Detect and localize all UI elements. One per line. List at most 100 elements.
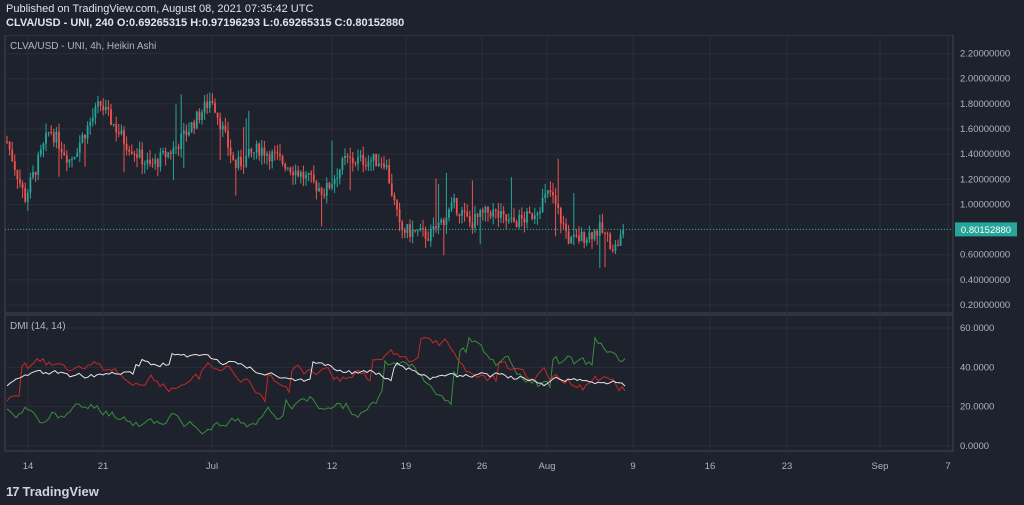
candle-body [146, 159, 149, 164]
candle-body [414, 230, 417, 232]
candle-body [617, 244, 619, 246]
candle-body [484, 206, 487, 213]
candle-body [89, 121, 92, 126]
candle-body [50, 132, 53, 134]
candle-body [154, 159, 157, 164]
candle-body [68, 159, 71, 163]
candle-body [572, 234, 575, 237]
x-tick-label: 21 [98, 461, 109, 472]
candle-body [323, 194, 326, 196]
candle-body [619, 234, 622, 246]
candle-body [333, 178, 336, 185]
tradingview-logo[interactable]: 17 TradingView [6, 484, 99, 499]
candle-body [294, 170, 297, 176]
candle-body [253, 152, 255, 154]
candle-body [45, 132, 47, 144]
candle-body [416, 230, 419, 232]
candle-body [458, 213, 461, 216]
candle-body [463, 210, 466, 212]
candle-body [133, 154, 136, 156]
candle-body [567, 231, 570, 244]
candle-body [479, 210, 482, 218]
candle-body [481, 210, 484, 213]
candle-body [354, 162, 357, 164]
dmi-y-tick-label: 0.0000 [960, 441, 989, 452]
candle-body [260, 147, 263, 156]
candle-body [411, 230, 414, 237]
candle-body [227, 130, 229, 148]
candle-body [583, 231, 586, 244]
candle-body [419, 228, 422, 231]
candle-body [195, 111, 198, 129]
candle-body [593, 230, 596, 240]
y-tick-label: 0.60000000 [960, 250, 1010, 261]
candle-body [224, 125, 227, 131]
y-tick-label: 1.00000000 [960, 199, 1010, 210]
candle-body [487, 206, 489, 213]
candle-body [437, 222, 440, 229]
candle-body [622, 230, 625, 235]
candle-body [601, 222, 604, 233]
candle-body [112, 124, 115, 126]
candle-body [435, 226, 437, 229]
candle-body [489, 212, 492, 217]
candle-body [559, 208, 562, 224]
candle-body [520, 215, 523, 219]
candle-body [588, 232, 591, 240]
candle-body [390, 183, 393, 196]
candle-body [531, 213, 534, 220]
candle-body [445, 217, 448, 225]
candle-body [6, 141, 8, 143]
candle-body [403, 229, 406, 233]
candle-body [185, 130, 188, 136]
candle-body [596, 230, 599, 236]
candle-body [370, 160, 372, 162]
candle-body [292, 172, 294, 176]
candle-body [34, 172, 37, 176]
candle-body [471, 222, 474, 229]
candle-body [518, 215, 521, 227]
candle-body [580, 231, 583, 242]
candle-body [310, 172, 313, 175]
candle-body [575, 234, 578, 236]
chart-header: Published on TradingView.com, August 08,… [6, 2, 404, 30]
candle-body [276, 152, 279, 154]
candle-body [76, 152, 79, 157]
candle-body [237, 156, 240, 168]
dmi-pane-title: DMI (14, 14) [10, 321, 66, 332]
x-tick-label: 7 [945, 461, 950, 472]
candle-body [409, 224, 411, 237]
candle-body [149, 159, 151, 164]
candle-body [312, 174, 315, 182]
candle-body [102, 105, 105, 111]
candle-body [557, 203, 560, 209]
candle-body [494, 209, 497, 211]
dmi-pane-border [4, 314, 954, 452]
candle-body [536, 213, 539, 216]
x-tick-label: Sep [872, 461, 889, 472]
candle-body [247, 148, 250, 156]
candle-body [136, 154, 138, 158]
candle-body [299, 172, 302, 177]
candle-body [549, 190, 552, 193]
publish-info: Published on TradingView.com, August 08,… [6, 3, 314, 15]
candle-body [242, 166, 245, 168]
candle-body [315, 181, 318, 192]
candle-body [461, 210, 463, 216]
price-chart-svg[interactable]: 14 21 Jul 12 19 26 Aug 9 16 23 Sep 7 2.20000000 2.000… [0, 35, 1024, 475]
candle-body [164, 151, 167, 158]
chart-frame[interactable]: 14 21 Jul 12 19 26 Aug 9 16 23 Sep 7 2.20000000 2.000… [0, 35, 1024, 475]
candle-body [349, 156, 352, 158]
candle-body [159, 152, 162, 168]
candle-body [440, 219, 443, 223]
candle-body [526, 211, 528, 223]
candle-body [188, 131, 190, 136]
candle-body [240, 156, 242, 167]
candle-body [52, 132, 55, 143]
candle-body [216, 112, 219, 118]
candle-body [11, 149, 14, 162]
x-tick-label: 19 [401, 461, 412, 472]
candle-body [198, 111, 201, 121]
dmi-y-tick-label: 20.0000 [960, 402, 994, 413]
candle-body [351, 157, 354, 163]
